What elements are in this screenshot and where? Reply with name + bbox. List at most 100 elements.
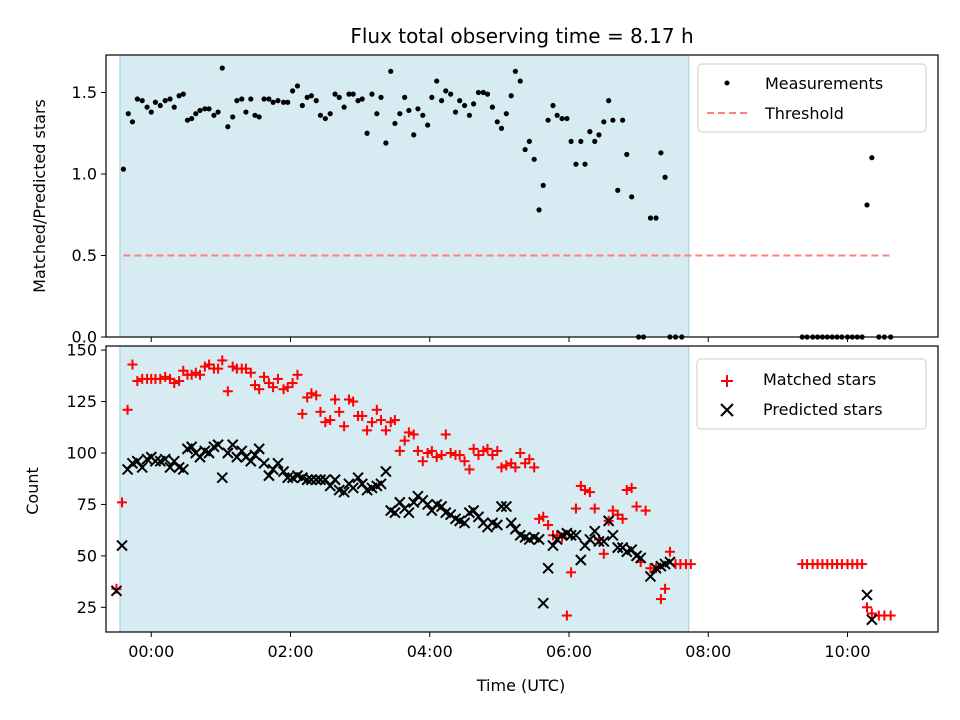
predicted-stars-point — [584, 533, 596, 546]
predicted-stars-point-b — [164, 461, 176, 474]
measurements-point — [517, 78, 523, 84]
predicted-stars-point-b — [561, 527, 573, 539]
predicted-stars-point-b — [319, 474, 332, 486]
measurements-point — [294, 83, 301, 89]
predicted-stars-point — [263, 469, 275, 482]
predicted-stars-point — [375, 478, 387, 490]
measurements-point — [471, 101, 477, 107]
measurements-point — [225, 124, 231, 130]
matched-stars-point — [311, 390, 322, 401]
predicted-stars-point-b — [421, 498, 434, 511]
predicted-stars-point — [664, 556, 676, 568]
measurements-point — [180, 91, 186, 97]
predicted-stars-point — [136, 461, 148, 474]
predicted-stars-point-b — [249, 449, 261, 461]
measurements-point — [508, 93, 514, 99]
y-tick-label: 1.5 — [72, 83, 97, 102]
measurements-point — [129, 119, 136, 125]
matched-stars-point — [626, 482, 637, 493]
predicted-stars-point-b — [333, 484, 345, 496]
predicted-stars-point — [403, 506, 415, 519]
matched-stars-point — [501, 460, 512, 471]
predicted-stars-point — [380, 465, 392, 478]
measurements-point — [601, 119, 607, 125]
matched-stars-point — [440, 429, 451, 440]
measurements-point — [171, 104, 177, 110]
measurements-point — [411, 132, 417, 138]
measurements-point — [270, 99, 276, 105]
measurements-point — [285, 99, 291, 105]
predicted-stars-point — [458, 517, 471, 529]
measurements-point — [550, 102, 556, 109]
predicted-stars-point-b — [570, 529, 582, 542]
matched-stars-point — [664, 546, 675, 557]
measurements-point — [531, 156, 537, 162]
measurements-point — [252, 112, 258, 118]
predicted-stars-point-b — [440, 506, 452, 519]
matched-stars-point — [529, 462, 540, 473]
matched-stars-point — [245, 367, 256, 378]
predicted-stars-point-b — [216, 471, 228, 484]
measurements-point — [429, 94, 435, 100]
measurements-point — [317, 112, 324, 118]
predicted-stars-point-b — [505, 517, 517, 529]
predicted-stars-point-b — [301, 474, 313, 486]
measurements-point — [162, 98, 168, 104]
measurements-point — [452, 109, 459, 115]
measurements-point — [461, 102, 468, 109]
matched-stars-point — [861, 602, 872, 613]
predicted-stars-point-b — [177, 463, 189, 476]
measurements-point — [341, 104, 347, 110]
measurements-point — [184, 117, 191, 123]
measurements-point — [406, 107, 412, 114]
predicted-stars-point — [277, 465, 290, 478]
plot-frame — [105, 54, 939, 338]
predicted-stars-point-b — [866, 613, 878, 626]
predicted-stars-point — [537, 597, 549, 609]
predicted-stars-point — [593, 535, 605, 548]
matched-stars-point — [127, 359, 138, 370]
measurements-point — [620, 117, 626, 123]
predicted-stars-point — [500, 500, 513, 513]
predicted-stars-point-b — [263, 469, 275, 482]
matched-stars-point — [660, 583, 671, 594]
y-tick-label: 25 — [77, 598, 97, 617]
predicted-stars-point-b — [159, 453, 171, 465]
predicted-stars-point-b — [435, 500, 448, 513]
measurements-point — [397, 111, 403, 117]
y-tick-label: 1.0 — [72, 164, 97, 183]
predicted-stars-point-b — [347, 482, 359, 494]
predicted-stars-point — [329, 474, 341, 486]
predicted-stars-point — [635, 552, 647, 564]
measurements-point — [313, 98, 319, 104]
measurements-point — [261, 96, 267, 102]
matched-stars-point — [885, 610, 896, 621]
x-tick-label: 08:00 — [685, 642, 731, 661]
matched-stars-point — [598, 548, 609, 559]
matched-stars-point — [640, 505, 651, 516]
predicted-stars-point-b — [258, 457, 270, 469]
measurements-point — [211, 112, 217, 118]
matched-stars-point — [584, 487, 595, 498]
measurements-point — [647, 215, 654, 221]
predicted-stars-point — [565, 529, 577, 542]
bottom-legend: Matched stars Predicted stars — [696, 358, 927, 430]
matched-stars-point — [417, 456, 428, 467]
top-legend: Measurements Threshold — [697, 63, 927, 133]
observing-span-shade — [119, 345, 690, 633]
measurements-point — [125, 111, 131, 117]
predicted-stars-point — [305, 474, 318, 486]
matched-stars-point — [482, 443, 493, 454]
measurements-point — [606, 98, 612, 104]
matched-stars-point — [459, 456, 470, 467]
predicted-stars-point — [421, 498, 434, 511]
matched-stars-point — [412, 445, 423, 456]
predicted-stars-point — [598, 535, 610, 548]
measurements-point — [189, 115, 195, 122]
measurements-point — [869, 155, 875, 161]
predicted-stars-point-b — [533, 533, 545, 546]
matched-stars-point — [222, 386, 233, 397]
measurements-point — [139, 98, 145, 104]
matched-stars-point — [259, 371, 270, 382]
predicted-stars-point — [589, 525, 601, 537]
